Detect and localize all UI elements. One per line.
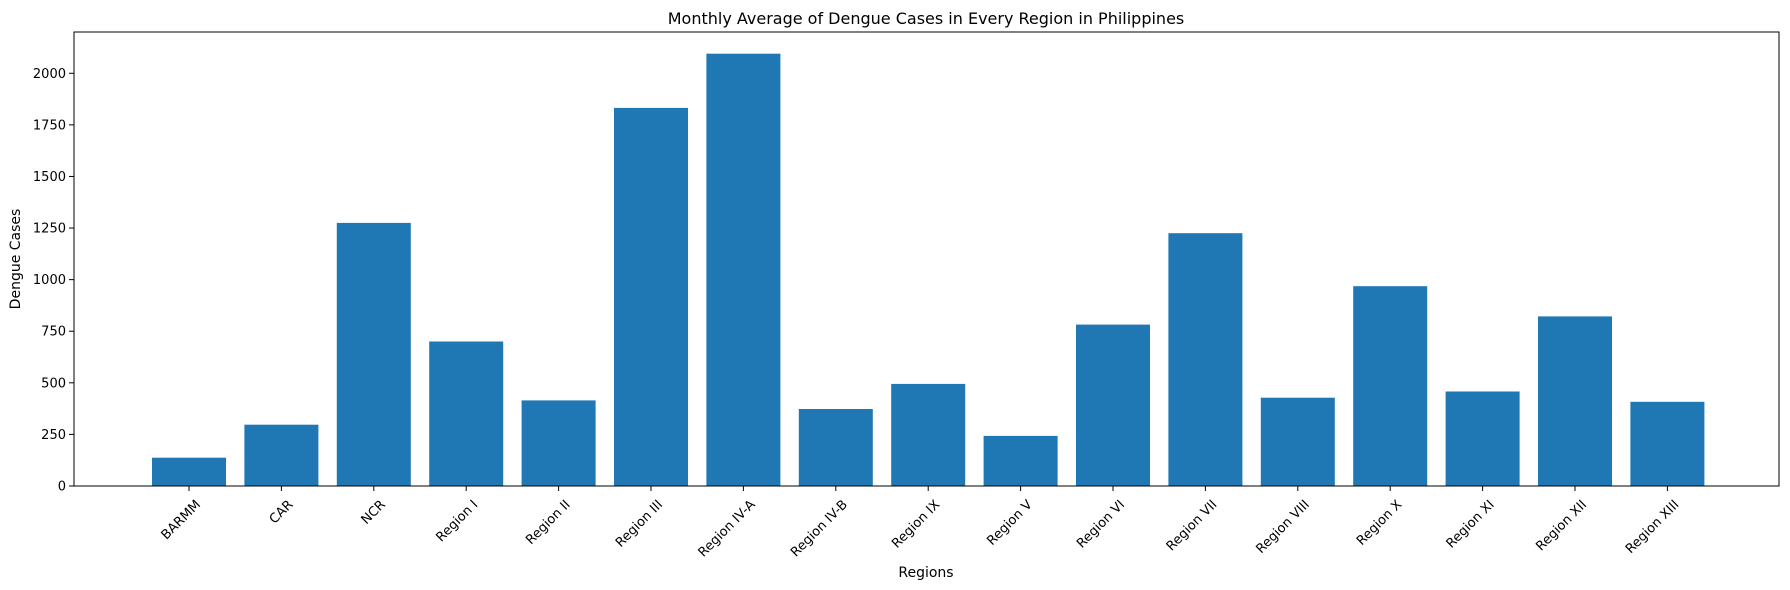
bar-region-iv-a — [706, 53, 781, 486]
y-tick-label: 0 — [58, 480, 66, 495]
bar-region-ii — [521, 400, 596, 486]
plot-area-frame — [73, 31, 1780, 487]
x-tick-label: Region XII — [1533, 497, 1590, 554]
bar-region-v — [983, 435, 1058, 486]
x-tick-label: Region IV-A — [696, 497, 759, 560]
y-tick-label: 2000 — [33, 67, 66, 82]
y-tick-label: 500 — [41, 376, 66, 391]
x-tick-label: Region IX — [889, 497, 943, 551]
y-tick-label: 1250 — [33, 222, 66, 237]
bar-region-ix — [891, 383, 966, 486]
bar-region-x — [1353, 286, 1428, 486]
bar-region-i — [429, 341, 504, 486]
bar-region-xiii — [1630, 401, 1705, 486]
y-tick-label: 1000 — [33, 273, 66, 288]
x-tick-label: Region XI — [1444, 497, 1498, 551]
x-tick-label: Region IV-B — [788, 497, 851, 560]
x-tick-label: CAR — [267, 497, 297, 527]
bar-region-viii — [1260, 397, 1335, 486]
y-tick-label: 750 — [41, 325, 66, 340]
x-tick-label: Region VIII — [1253, 497, 1312, 556]
bar-region-xii — [1538, 316, 1612, 486]
y-tick-label: 250 — [41, 428, 66, 443]
x-tick-label: Region XIII — [1623, 497, 1682, 556]
y-axis: 0 250 500 750 1000 1250 1500 1750 2000 — [33, 67, 74, 495]
x-tick-label: Region V — [984, 497, 1035, 548]
x-axis-title: Regions — [898, 565, 953, 581]
x-tick-label: NCR — [359, 497, 389, 527]
bar-region-iv-b — [798, 409, 873, 486]
x-tick-label: Region VI — [1074, 497, 1128, 551]
chart-title: Monthly Average of Dengue Cases in Every… — [668, 9, 1185, 28]
x-tick-label: Region X — [1354, 497, 1405, 548]
bar-region-iii — [614, 107, 688, 487]
x-tick-label: Region II — [523, 497, 573, 547]
x-tick-label: Region I — [434, 497, 482, 545]
y-tick-label: 1750 — [33, 118, 66, 133]
x-tick-label: BARMM — [159, 497, 204, 542]
x-axis: BARMM CAR NCR Region I Region II Region III Re… — [159, 486, 1682, 560]
bar-region-xi — [1445, 391, 1520, 486]
y-tick-label: 1500 — [33, 170, 66, 185]
x-tick-label: Region VII — [1164, 497, 1221, 554]
bar-region-vii — [1168, 233, 1243, 486]
y-axis-title: Dengue Cases — [8, 209, 24, 310]
bar-barmm — [152, 457, 226, 486]
bar-car — [244, 424, 319, 486]
x-tick-label: Region III — [613, 497, 666, 550]
bars-group — [152, 53, 1705, 487]
bar-ncr — [336, 222, 411, 486]
bar-region-vi — [1076, 324, 1150, 486]
